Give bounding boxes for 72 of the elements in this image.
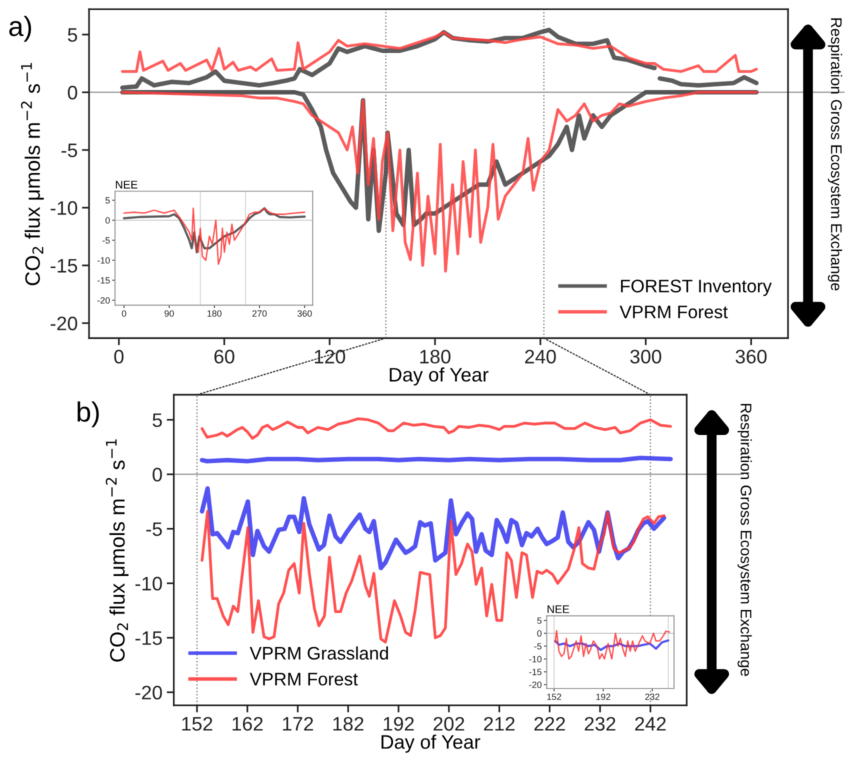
- y-tick-label: -15: [98, 277, 110, 284]
- text: Respiration: [738, 404, 752, 480]
- line-series: [122, 207, 306, 254]
- y-tick-label: -10: [50, 201, 78, 215]
- y-tick-label: -5: [534, 643, 542, 650]
- x-tick-label: 360: [736, 350, 767, 364]
- y-tick-label: 0: [105, 217, 110, 224]
- text: a): [9, 16, 32, 42]
- legend-label: VPRM Forest: [620, 306, 728, 318]
- x-tick-label: 222: [534, 716, 565, 731]
- text: b): [78, 401, 99, 428]
- x-tick-label: 182: [333, 716, 364, 731]
- text: Gross Ecosystem Exchange: [738, 486, 752, 676]
- x-tick-label: 232: [584, 716, 616, 731]
- y-axis-title: CO$_{2}$ flux μmols m$^{−2}$ s$^{−1}$: [106, 439, 129, 662]
- x-tick-label: 180: [420, 350, 450, 364]
- line-series: [200, 417, 672, 440]
- chart-title: NEE: [116, 180, 138, 188]
- x-tick-label: 172: [283, 716, 313, 731]
- x-tick-label: 152: [547, 694, 562, 700]
- x-tick-label: 60: [214, 350, 234, 364]
- chart-title: NEE: [548, 605, 570, 614]
- y-tick-label: -10: [135, 576, 162, 591]
- x-tick-label: 270: [252, 310, 267, 317]
- x-tick-label: 192: [384, 716, 414, 731]
- x-tick-label: 360: [297, 310, 312, 317]
- y-tick-label: -10: [529, 656, 542, 662]
- line-series: [123, 208, 306, 265]
- y-axis-title: CO$_{2}$ flux μmols m$^{−2}$ s$^{−1}$: [20, 63, 44, 286]
- y-tick-label: -15: [529, 668, 542, 676]
- line-series: [121, 30, 758, 73]
- line-series: [200, 510, 666, 644]
- y-tick-label: -5: [62, 144, 78, 158]
- x-tick-label: 90: [164, 310, 174, 317]
- y-tick-label: -20: [135, 686, 162, 700]
- y-tick-label: 0: [537, 630, 542, 637]
- text: Gross Ecosystem Exchange: [828, 100, 842, 290]
- x-tick-label: 300: [630, 350, 662, 364]
- x-tick-label: 240: [525, 350, 556, 364]
- y-tick-label: 0: [68, 86, 78, 100]
- x-axis-title: Day of Year: [382, 734, 480, 753]
- x-tick-label: 0: [114, 350, 124, 364]
- legend-label: VPRM Forest: [250, 672, 358, 686]
- x-tick-label: 202: [434, 716, 464, 731]
- y-tick-label: -20: [98, 297, 110, 304]
- y-tick-label: -5: [102, 237, 110, 244]
- y-tick-label: 5: [68, 28, 78, 42]
- line-series: [200, 486, 666, 570]
- x-tick-label: 242: [635, 716, 666, 731]
- text: Respiration: [828, 18, 842, 94]
- y-tick-label: 0: [152, 468, 162, 482]
- y-tick-label: -10: [98, 257, 110, 264]
- x-tick-label: 180: [208, 310, 222, 317]
- x-tick-label: 162: [232, 716, 263, 731]
- x-tick-label: 152: [182, 716, 212, 731]
- y-tick-label: -15: [50, 259, 78, 273]
- y-tick-label: -15: [135, 631, 162, 645]
- y-tick-label: -20: [50, 316, 78, 330]
- legend-label: VPRM Grassland: [250, 646, 388, 660]
- line-series: [554, 630, 670, 660]
- x-tick-label: 212: [484, 716, 515, 731]
- x-axis-title: Day of Year: [390, 367, 488, 386]
- line-series: [554, 639, 670, 652]
- y-tick-label: -5: [146, 522, 162, 536]
- x-tick-label: 0: [122, 310, 126, 317]
- y-tick-label: 5: [152, 413, 162, 428]
- y-tick-label: -20: [529, 682, 542, 688]
- legend-label: FOREST Inventory: [621, 280, 772, 296]
- x-tick-label: 232: [645, 694, 660, 700]
- y-tick-label: 5: [106, 197, 110, 204]
- x-tick-label: 192: [596, 694, 610, 700]
- y-tick-label: 5: [537, 618, 542, 624]
